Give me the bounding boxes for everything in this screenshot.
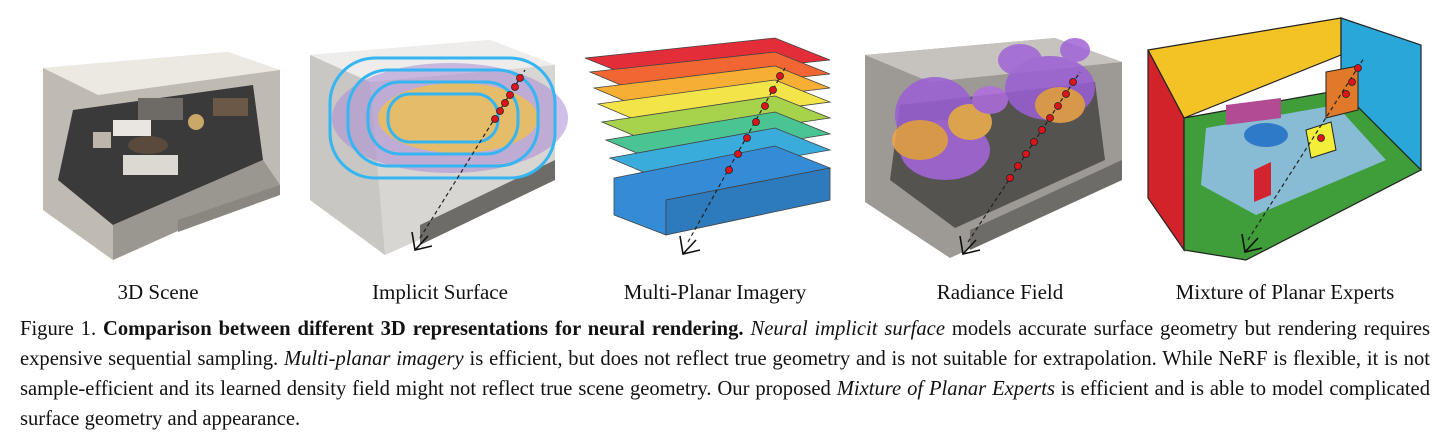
density-blobs	[892, 38, 1095, 180]
ray-sample-points	[491, 74, 524, 123]
panel-mixture-of-planar-experts	[1146, 10, 1428, 272]
panel-label-implicit-surface: Implicit Surface	[372, 280, 508, 304]
caption-title: Comparison between different 3D represen…	[102, 318, 744, 340]
caption-term-planar-experts: Mixture of Planar Experts	[836, 378, 1055, 400]
camera-icon	[959, 235, 981, 255]
implicit-surface-diagram	[310, 40, 568, 255]
caption-term-multi-planar: Multi-planar imagery	[283, 348, 464, 370]
implicit-contour-lines	[328, 56, 557, 180]
caption-prefix: Figure 1.	[20, 318, 97, 340]
figure-panels: 3D Scene Implicit Surface Multi-Planar I…	[18, 10, 1428, 304]
panel-multi-planar-imagery	[580, 10, 842, 272]
ray-sample-points	[1006, 78, 1077, 182]
panel-label-radiance-field: Radiance Field	[936, 280, 1064, 304]
panel-3d-scene	[18, 10, 288, 272]
caption-text-3: is efficient and is able to model compli…	[20, 378, 1430, 430]
ray-intersection-points	[1317, 64, 1362, 142]
camera-icon	[1241, 233, 1263, 253]
panel-label-mixture-of-planar-experts: Mixture of Planar Experts	[1175, 280, 1395, 304]
radiance-field-diagram	[865, 38, 1122, 258]
panel-implicit-surface	[300, 10, 568, 272]
caption-text-1: models accurate surface geometry but ren…	[20, 318, 1430, 370]
ray-sample-points	[725, 72, 784, 174]
multi-planar-diagram	[584, 37, 832, 255]
planar-experts-diagram	[1147, 17, 1423, 261]
caption-text-2: is efficient, but does not reflect true …	[20, 348, 1430, 400]
panel-radiance-field	[860, 10, 1136, 272]
caption-term-implicit-surface: Neural implicit surface	[750, 318, 945, 340]
camera-icon	[679, 235, 701, 255]
mpi-planes	[584, 37, 832, 236]
panel-label-3d-scene: 3D Scene	[117, 280, 199, 304]
figure-caption: Figure 1. Comparison between different 3…	[20, 314, 1430, 434]
panel-label-multi-planar-imagery: Multi-Planar Imagery	[623, 280, 807, 304]
room-render-image	[43, 52, 280, 260]
camera-icon	[411, 231, 433, 251]
